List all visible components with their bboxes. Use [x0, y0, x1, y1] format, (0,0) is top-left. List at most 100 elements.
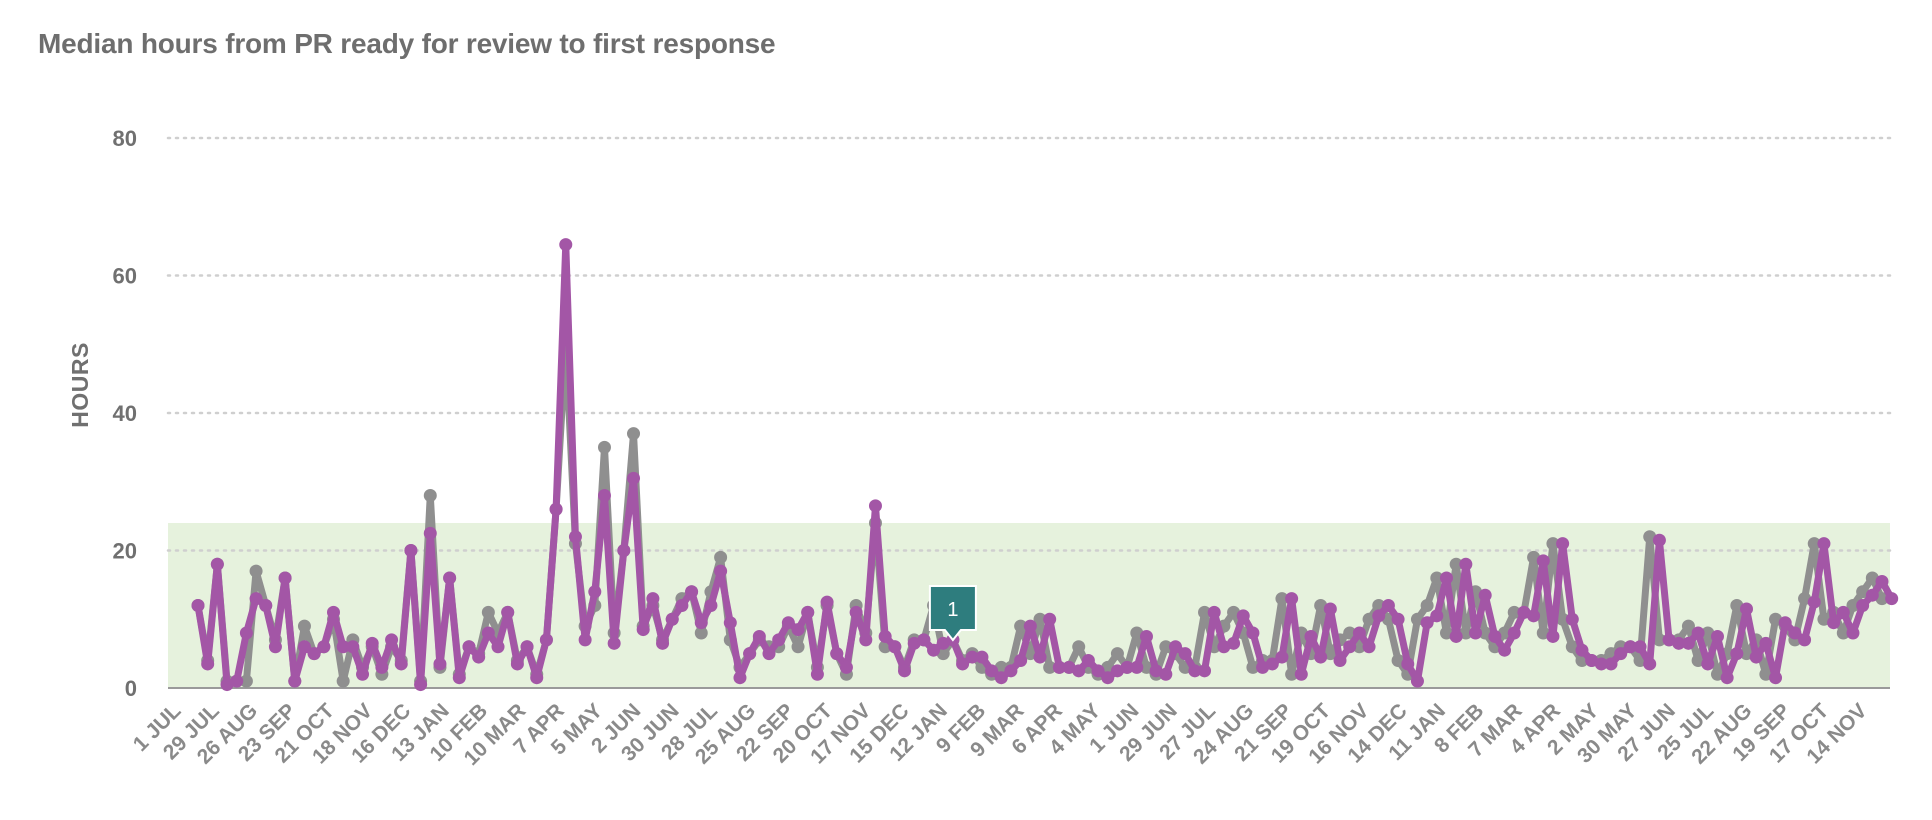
data-point	[1507, 605, 1521, 619]
data-point	[404, 544, 418, 557]
data-point	[433, 657, 447, 671]
data-point	[810, 667, 824, 681]
data-point	[627, 427, 641, 441]
data-point	[1449, 557, 1463, 571]
data-point	[1207, 605, 1221, 619]
data-point	[985, 664, 999, 678]
y-axis-label: HOURS	[67, 342, 93, 428]
data-point	[1043, 612, 1057, 626]
data-point	[1846, 599, 1860, 612]
data-point	[762, 647, 776, 661]
data-point	[414, 678, 428, 692]
data-point	[1865, 588, 1879, 602]
data-point	[752, 629, 766, 643]
data-point	[1139, 629, 1153, 643]
data-point	[1836, 605, 1850, 619]
data-point	[1159, 667, 1173, 681]
data-point	[1507, 626, 1521, 640]
data-point	[210, 557, 224, 571]
data-point	[530, 671, 544, 685]
data-point	[1120, 660, 1134, 674]
data-point	[385, 633, 399, 647]
data-point	[1575, 643, 1589, 657]
data-point	[1469, 626, 1483, 640]
data-point	[1856, 599, 1870, 612]
data-point	[1198, 605, 1212, 619]
data-point	[627, 471, 641, 485]
data-point	[656, 636, 670, 650]
y-tick-label: 80	[113, 126, 137, 151]
data-point	[607, 636, 621, 650]
data-point	[1498, 643, 1512, 657]
data-point	[501, 605, 515, 619]
data-point	[1343, 640, 1357, 654]
data-point	[1198, 664, 1212, 678]
data-point	[1372, 609, 1386, 623]
data-point	[297, 619, 311, 633]
data-point	[288, 674, 302, 688]
data-point	[1420, 616, 1434, 630]
data-point	[665, 612, 679, 626]
data-point	[1072, 664, 1086, 678]
y-tick-label: 0	[125, 676, 137, 701]
data-point	[830, 647, 844, 661]
data-point	[568, 530, 582, 544]
data-point	[1275, 592, 1289, 606]
data-point	[326, 605, 340, 619]
data-point	[356, 667, 370, 681]
data-point	[723, 616, 737, 630]
data-point	[230, 674, 244, 688]
annotation-marker	[928, 585, 977, 642]
data-point	[1691, 626, 1705, 640]
data-point	[472, 650, 486, 664]
data-point	[462, 640, 476, 654]
data-point	[1130, 660, 1144, 674]
data-point	[1488, 629, 1502, 643]
data-point	[1159, 640, 1173, 654]
data-point	[868, 499, 882, 513]
data-point	[743, 647, 757, 661]
data-point	[510, 657, 524, 671]
data-point	[1391, 612, 1405, 626]
data-point	[423, 526, 437, 540]
data-point	[1846, 626, 1860, 640]
data-point	[559, 238, 573, 252]
data-point	[1681, 619, 1695, 633]
data-point	[423, 489, 437, 502]
data-point	[1023, 619, 1037, 633]
data-point	[249, 592, 263, 606]
data-point	[239, 626, 253, 640]
data-point	[1740, 602, 1754, 616]
data-point	[452, 671, 466, 685]
data-point	[578, 633, 592, 647]
data-point	[1788, 626, 1802, 640]
data-point	[1875, 574, 1889, 588]
data-point	[1091, 664, 1105, 678]
data-point	[801, 605, 815, 619]
data-point	[1178, 647, 1192, 661]
data-point	[1478, 588, 1492, 602]
data-point	[1817, 537, 1831, 551]
data-point	[1594, 657, 1608, 671]
data-point	[1672, 636, 1686, 650]
data-point	[859, 633, 873, 647]
data-point	[617, 544, 631, 557]
data-point	[1246, 626, 1260, 640]
data-point	[1275, 650, 1289, 664]
data-point	[888, 640, 902, 654]
annotation-label: 1	[947, 599, 958, 621]
data-point	[191, 599, 205, 612]
data-point	[694, 616, 708, 630]
data-point	[791, 640, 805, 654]
data-point	[1546, 629, 1560, 643]
data-point	[336, 640, 350, 654]
data-point	[733, 671, 747, 685]
data-point	[520, 640, 534, 654]
data-point	[268, 640, 282, 654]
data-point	[1294, 667, 1308, 681]
data-point	[1556, 612, 1570, 626]
data-point	[1227, 636, 1241, 650]
data-point	[336, 674, 350, 688]
data-point	[1614, 647, 1628, 661]
